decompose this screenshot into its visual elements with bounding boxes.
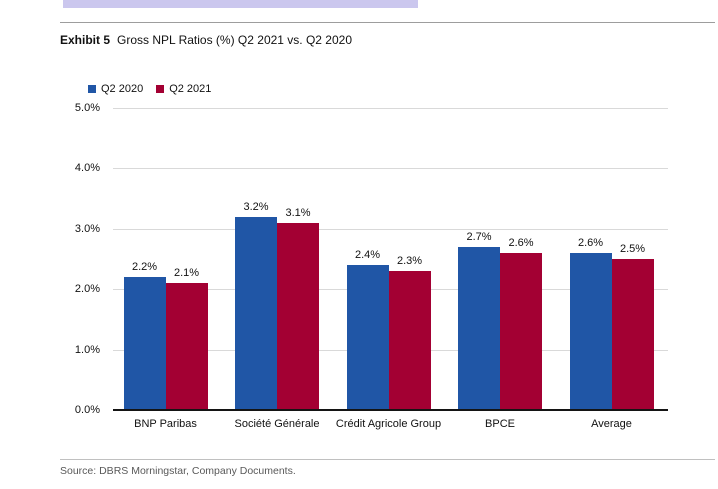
legend-item: Q2 2021 (156, 83, 211, 95)
y-axis-tick-label: 3.0% (74, 222, 100, 235)
x-axis-baseline (113, 409, 668, 411)
legend-label: Q2 2021 (169, 83, 212, 95)
legend-swatch (88, 85, 96, 93)
y-axis: 5.0% 4.0% 3.0% 2.0% 1.0% 0.0% (55, 102, 104, 416)
y-axis-tick-label: 2.0% (74, 283, 100, 296)
bar-q2-2021 (165, 283, 208, 410)
footer-divider (60, 459, 715, 460)
x-axis-category-label: BNP Paribas (134, 418, 197, 430)
bar-q2-2021 (611, 259, 654, 410)
bar-q2-2020 (346, 265, 389, 410)
bar-value-label: 2.4% (354, 249, 381, 262)
gridline (113, 228, 668, 230)
exhibit-number: Exhibit 5 (60, 33, 111, 47)
bar-value-label: 3.2% (243, 200, 269, 213)
bar-value-label: 2.5% (619, 243, 646, 255)
bar-q2-2020 (569, 252, 612, 410)
bar-value-label: 2.3% (396, 255, 423, 268)
bar-value-label: 2.7% (466, 230, 492, 243)
bar-q2-2021 (388, 271, 431, 410)
npl-bar-chart: 2.2% 2.1% BNP Paribas 3.2% 3.1% Société Génér… (113, 108, 668, 430)
bar-value-label: 2.1% (173, 267, 200, 280)
bar-q2-2021 (500, 252, 542, 410)
gridline (113, 168, 668, 170)
x-axis-category-label: BPCE (485, 418, 515, 430)
source-note: Source: DBRS Morningstar, Company Docume… (60, 465, 296, 477)
x-axis-category-label: Société Générale (234, 418, 320, 430)
bar-value-label: 2.6% (508, 236, 534, 249)
bar-value-label: 2.6% (577, 236, 604, 249)
y-axis-tick-label: 0.0% (74, 404, 100, 416)
bar-value-label: 2.2% (131, 261, 158, 274)
bar-value-label: 3.1% (285, 206, 311, 219)
legend-swatch (156, 85, 165, 93)
bar-q2-2020 (458, 246, 500, 410)
chart-legend: Q2 2020 Q2 2021 (88, 83, 211, 95)
header-divider (60, 22, 715, 23)
y-axis-tick-label: 4.0% (74, 162, 100, 175)
x-axis-category-label: Average (591, 418, 632, 430)
gridline (113, 108, 668, 109)
y-axis-tick-label: 1.0% (74, 343, 100, 356)
x-axis-category-label: Crédit Agricole Group (335, 418, 442, 430)
top-accent-bar (63, 0, 418, 8)
exhibit-title: Exhibit 5 Gross NPL Ratios (%) Q2 2021 vs… (60, 33, 352, 47)
chart-title: Gross NPL Ratios (%) Q2 2021 vs. Q2 2020 (117, 33, 353, 47)
bar-q2-2021 (277, 222, 319, 410)
legend-item: Q2 2020 (88, 83, 143, 95)
y-axis-tick-label: 5.0% (74, 102, 100, 114)
bar-q2-2020 (123, 277, 166, 410)
bar-q2-2020 (235, 216, 277, 410)
legend-label: Q2 2020 (101, 83, 144, 95)
